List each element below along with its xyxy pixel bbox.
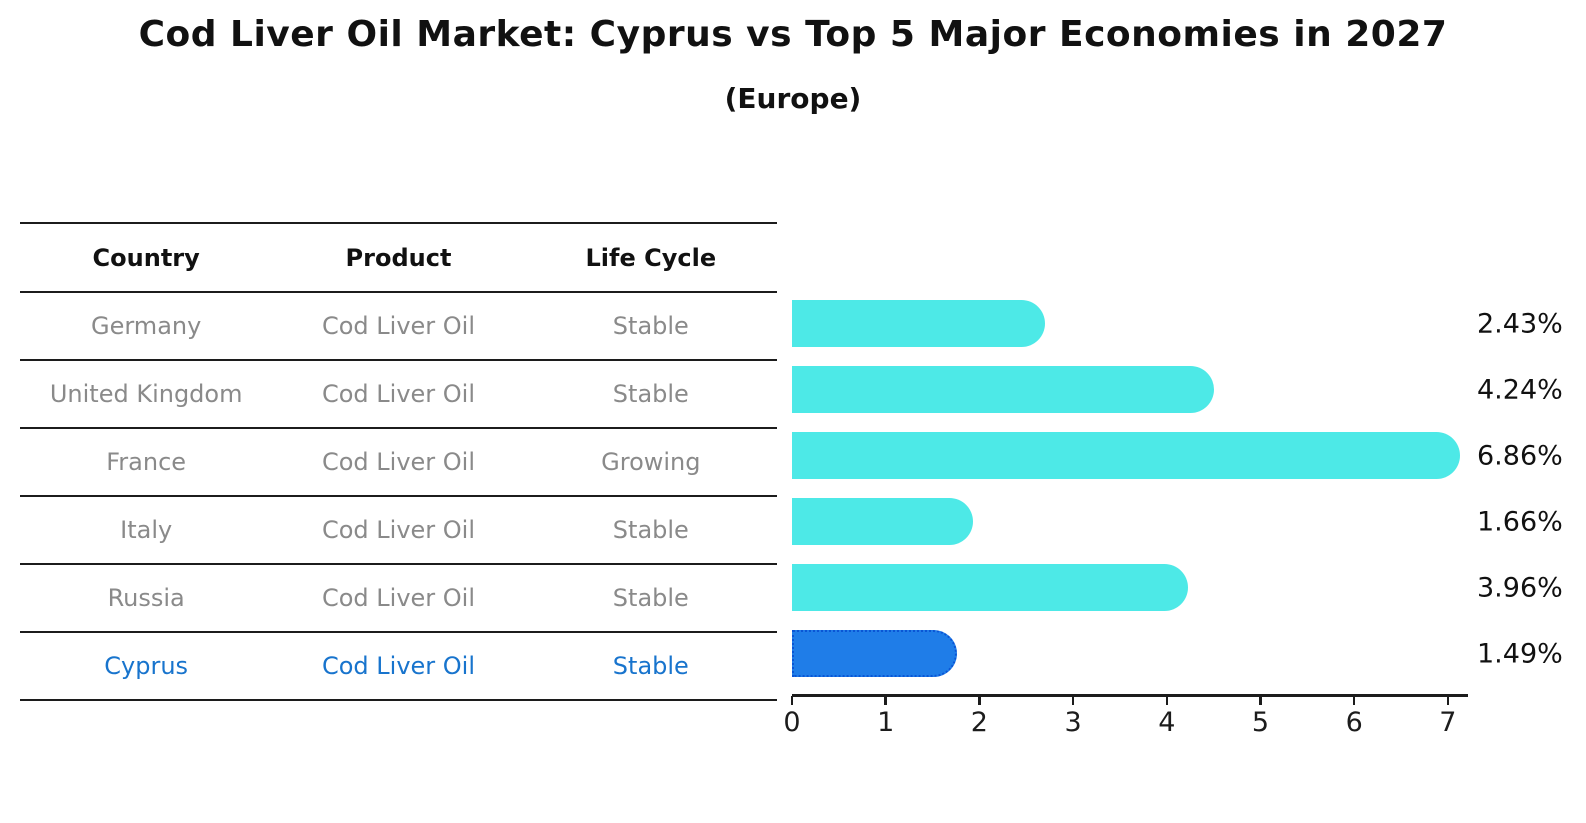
cell-product: Cod Liver Oil xyxy=(321,516,476,544)
x-axis-tick-label: 1 xyxy=(877,707,895,738)
x-axis-tick xyxy=(1352,696,1356,705)
table-header-product: Product xyxy=(345,243,452,272)
cell-product: Cod Liver Oil xyxy=(321,584,476,612)
x-axis-tick xyxy=(1165,696,1169,705)
x-axis-tick-label: 3 xyxy=(1064,707,1082,738)
table-row-france: France Cod Liver Oil Growing xyxy=(20,429,777,497)
x-axis-tick-label: 5 xyxy=(1251,707,1270,738)
table-header-row: Country Product Life Cycle xyxy=(20,224,777,293)
cell-product: Cod Liver Oil xyxy=(321,312,476,340)
cell-country: Russia xyxy=(107,584,185,612)
x-axis-tick-label: 0 xyxy=(783,707,801,738)
bar-italy xyxy=(792,498,973,545)
cell-country: Cyprus xyxy=(104,652,189,680)
cell-product: Cod Liver Oil xyxy=(321,652,476,680)
cell-country: United Kingdom xyxy=(49,380,243,408)
cell-life-cycle: Growing xyxy=(601,448,701,476)
table-row-italy: Italy Cod Liver Oil Stable xyxy=(20,497,777,565)
cell-country: Italy xyxy=(120,516,173,544)
cell-country: Germany xyxy=(91,312,202,340)
x-axis-tick-label: 7 xyxy=(1439,707,1457,738)
bar-value-label: 6.86% xyxy=(1477,440,1563,471)
cell-country: France xyxy=(106,448,187,476)
bar-russia xyxy=(792,564,1189,611)
country-table: Country Product Life Cycle Germany Cod L… xyxy=(20,222,777,701)
chart-subtitle: (Europe) xyxy=(724,82,862,115)
table-row-united-kingdom: United Kingdom Cod Liver Oil Stable xyxy=(20,361,777,429)
bar-germany xyxy=(792,300,1045,347)
cell-product: Cod Liver Oil xyxy=(321,448,476,476)
bar-value-label: 3.96% xyxy=(1477,572,1563,603)
cell-life-cycle: Stable xyxy=(612,380,689,408)
cell-life-cycle: Stable xyxy=(612,312,689,340)
bar-value-label: 1.66% xyxy=(1477,506,1563,537)
table-header-country: Country xyxy=(92,243,200,272)
x-axis-line xyxy=(792,694,1468,697)
bar-value-label: 2.43% xyxy=(1477,308,1563,339)
x-axis-tick xyxy=(884,696,887,705)
x-axis-tick xyxy=(1446,696,1450,705)
bar-value-label: 4.24% xyxy=(1477,374,1563,405)
table-row-russia: Russia Cod Liver Oil Stable xyxy=(20,565,777,633)
x-axis-tick xyxy=(978,696,981,705)
bar-united-kingdom xyxy=(792,366,1215,413)
x-axis-tick-label: 4 xyxy=(1158,707,1176,738)
cell-product: Cod Liver Oil xyxy=(321,380,476,408)
chart-title: Cod Liver Oil Market: Cyprus vs Top 5 Ma… xyxy=(138,14,1448,55)
x-axis-tick xyxy=(1071,696,1075,705)
bar-france xyxy=(792,432,1460,479)
x-axis-tick xyxy=(1259,696,1262,705)
bar-cyprus xyxy=(792,630,957,677)
cell-life-cycle: Stable xyxy=(612,652,689,680)
table-header-life-cycle: Life Cycle xyxy=(585,243,717,272)
x-axis-tick xyxy=(790,696,794,705)
x-axis-tick-label: 2 xyxy=(970,707,988,738)
cell-life-cycle: Stable xyxy=(612,516,689,544)
cell-life-cycle: Stable xyxy=(612,584,689,612)
table-row-cyprus: Cyprus Cod Liver Oil Stable xyxy=(20,633,777,701)
table-row-germany: Germany Cod Liver Oil Stable xyxy=(20,293,777,361)
x-axis-tick-label: 6 xyxy=(1345,707,1363,738)
bar-value-label: 1.49% xyxy=(1477,638,1563,669)
